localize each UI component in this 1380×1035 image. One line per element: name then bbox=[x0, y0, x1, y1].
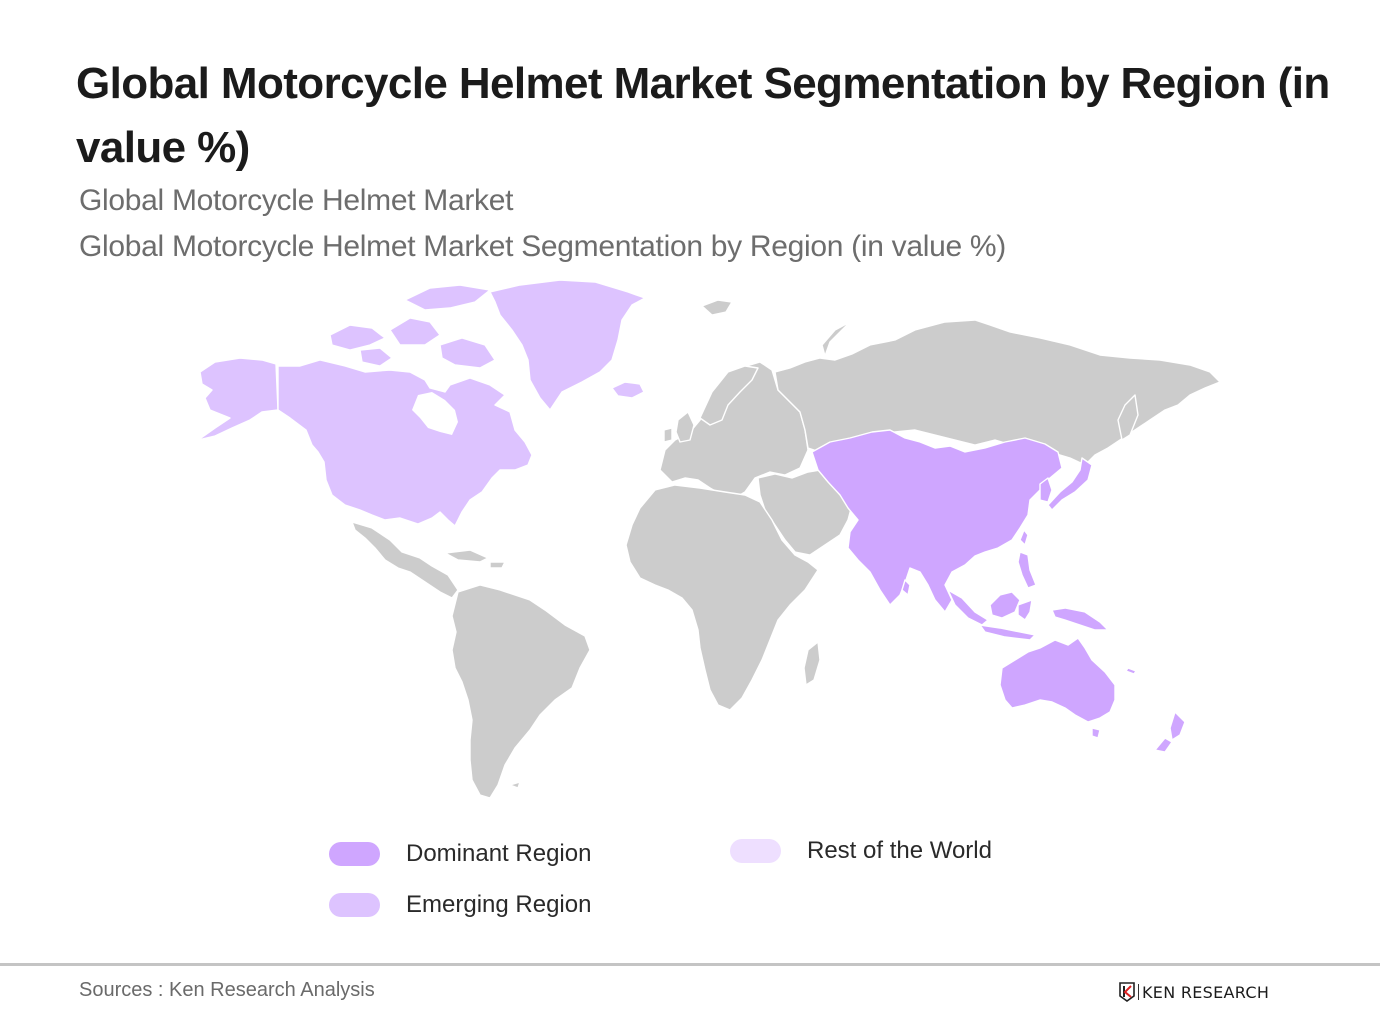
world-map bbox=[180, 270, 1240, 810]
sources-text: Sources : Ken Research Analysis bbox=[79, 979, 375, 1001]
logo-text: KEN RESEARCH bbox=[1142, 982, 1270, 1002]
legend-label-rest-of-world: Rest of the World bbox=[807, 837, 992, 864]
subtitle-market: Global Motorcycle Helmet Market bbox=[79, 184, 514, 217]
legend-item-emerging[interactable]: Emerging Region bbox=[329, 891, 591, 919]
legend-label-emerging: Emerging Region bbox=[406, 891, 592, 918]
footer-divider bbox=[0, 963, 1380, 966]
ken-research-logo: KEN RESEARCH bbox=[1119, 981, 1269, 1003]
region-asia-pacific[interactable] bbox=[811, 429, 1186, 753]
page-title: Global Motorcycle Helmet Market Segmenta… bbox=[76, 59, 1330, 172]
world-map-svg bbox=[197, 279, 1221, 799]
legend-swatch-rest-of-world bbox=[730, 839, 781, 863]
legend-swatch-emerging bbox=[329, 893, 380, 917]
legend-item-rest-of-world[interactable]: Rest of the World bbox=[730, 837, 992, 865]
region-north-america[interactable] bbox=[197, 279, 646, 527]
region-rest-of-world[interactable] bbox=[351, 299, 1221, 799]
legend-item-dominant[interactable]: Dominant Region bbox=[329, 840, 591, 868]
logo-separator bbox=[1138, 984, 1139, 1000]
legend-swatch-dominant bbox=[329, 842, 380, 866]
ken-research-shield-icon bbox=[1119, 982, 1135, 1002]
subtitle-segmentation: Global Motorcycle Helmet Market Segmenta… bbox=[79, 230, 1006, 263]
legend-label-dominant: Dominant Region bbox=[406, 840, 592, 867]
